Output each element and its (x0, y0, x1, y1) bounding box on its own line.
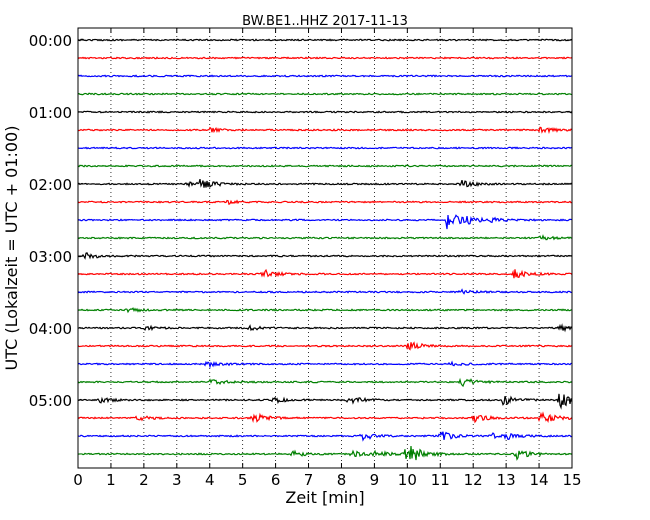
trace (77, 288, 573, 295)
trace (77, 393, 573, 410)
traces (77, 38, 573, 461)
trace-line (77, 393, 573, 410)
trace (77, 234, 573, 241)
trace (77, 178, 573, 189)
trace-line (77, 56, 573, 60)
trace (77, 56, 573, 60)
x-tick-label: 13 (497, 471, 516, 489)
x-tick-label: 7 (304, 471, 314, 489)
trace (77, 431, 573, 442)
trace-line (77, 341, 573, 351)
trace-line (77, 268, 573, 279)
trace (77, 214, 573, 230)
y-tick-label: 03:00 (29, 248, 72, 266)
x-tick-label: 8 (337, 471, 347, 489)
axis-ticks: 0 1 2 3 4 5 6 7 8 9 10 11 12 13 14 1500:0001:0002:0003:… (29, 28, 582, 489)
grid-lines (110, 28, 540, 468)
x-tick-label: 12 (464, 471, 483, 489)
trace (77, 323, 573, 333)
x-tick-label: 6 (271, 471, 281, 489)
trace (77, 146, 573, 150)
x-tick-label: 11 (431, 471, 450, 489)
trace-line (77, 92, 573, 96)
trace (77, 126, 573, 135)
trace-line (77, 323, 573, 333)
x-tick-label: 14 (530, 471, 549, 489)
trace (77, 377, 573, 388)
x-axis-label: Zeit [min] (285, 488, 364, 507)
x-tick-label: 1 (106, 471, 116, 489)
y-tick-label: 01:00 (29, 104, 72, 122)
trace (77, 110, 573, 114)
trace-line (77, 74, 573, 78)
trace (77, 199, 573, 206)
trace (77, 445, 573, 461)
trace (77, 92, 573, 96)
x-tick-label: 9 (370, 471, 380, 489)
trace (77, 411, 573, 424)
trace-line (77, 214, 573, 230)
trace-line (77, 445, 573, 461)
trace-line (77, 234, 573, 241)
trace-line (77, 431, 573, 442)
trace-line (77, 38, 573, 42)
trace-line (77, 126, 573, 135)
trace (77, 74, 573, 78)
trace-line (77, 307, 573, 314)
trace-line (77, 110, 573, 114)
y-tick-label: 00:00 (29, 32, 72, 50)
trace-line (77, 146, 573, 150)
trace-line (77, 252, 573, 260)
plot-frame (77, 27, 573, 469)
y-tick-label: 02:00 (29, 176, 72, 194)
x-tick-label: 5 (238, 471, 248, 489)
chart-title: BW.BE1..HHZ 2017-11-13 (242, 14, 408, 29)
trace (77, 307, 573, 314)
trace-line (77, 360, 573, 369)
trace-line (77, 411, 573, 424)
trace (77, 268, 573, 279)
y-axis-label: UTC (Lokalzeit = UTC + 01:00) (2, 126, 21, 371)
trace-line (77, 164, 573, 168)
trace-line (77, 199, 573, 206)
trace-line (77, 377, 573, 388)
x-tick-label: 3 (172, 471, 182, 489)
x-tick-label: 0 (73, 471, 83, 489)
x-tick-label: 10 (398, 471, 417, 489)
x-tick-label: 2 (139, 471, 149, 489)
trace (77, 341, 573, 351)
x-tick-label: 4 (205, 471, 215, 489)
trace (77, 252, 573, 260)
x-tick-label: 15 (562, 471, 581, 489)
y-tick-label: 04:00 (29, 320, 72, 338)
y-tick-label: 05:00 (29, 392, 72, 410)
trace (77, 38, 573, 42)
trace-line (77, 178, 573, 189)
trace (77, 164, 573, 168)
trace-line (77, 288, 573, 295)
trace (77, 360, 573, 369)
